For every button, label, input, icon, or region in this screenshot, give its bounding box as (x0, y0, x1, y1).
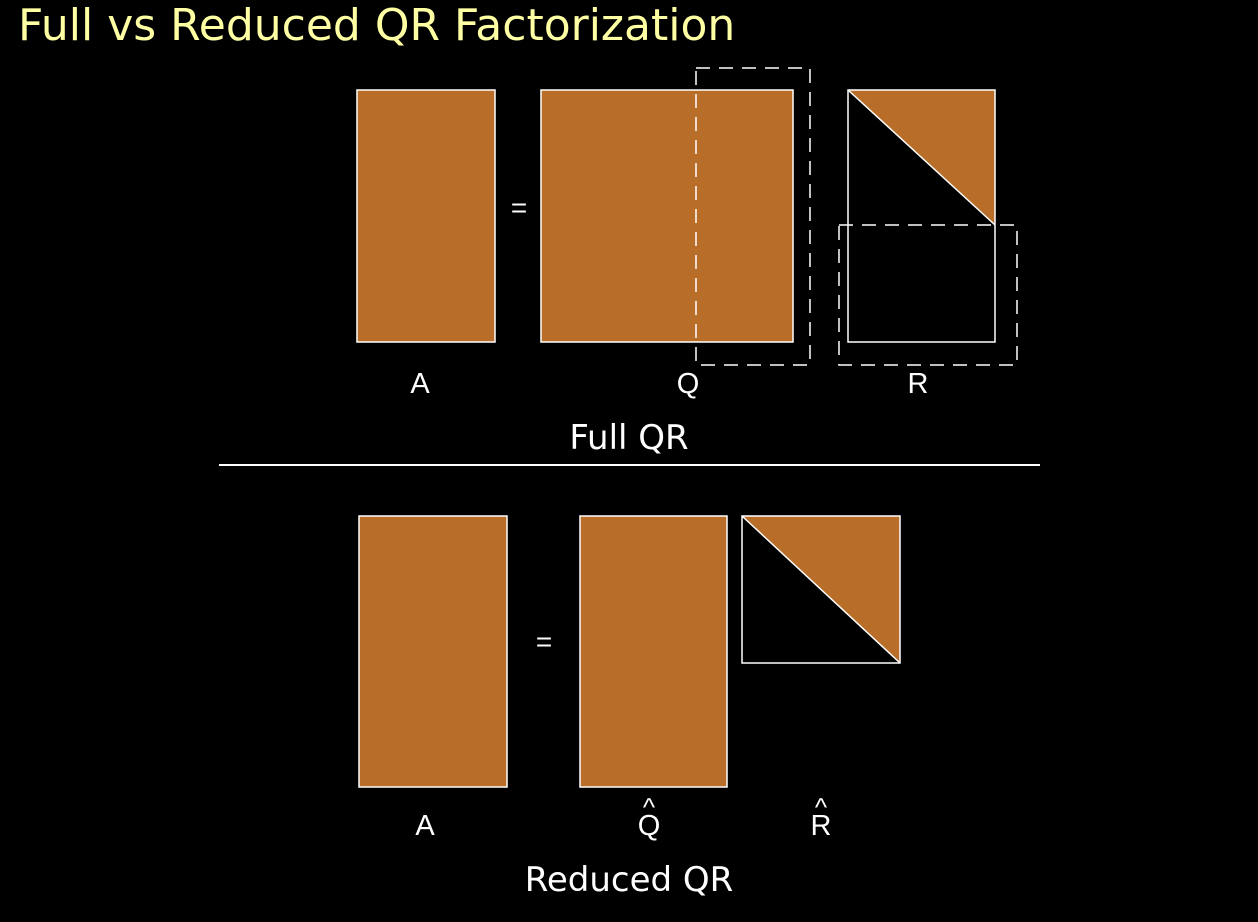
full-equals-sign: = (510, 192, 528, 223)
r-hat-accent: ^ (814, 792, 828, 822)
reduced-matrix-q-hat (579, 515, 728, 788)
full-r-zero-rows-dashed (838, 224, 1018, 366)
full-matrix-q (540, 89, 794, 343)
reduced-equals-sign: = (535, 626, 553, 657)
full-qr-caption: Full QR (569, 418, 689, 458)
full-matrix-r (847, 89, 996, 343)
reduced-label-r-hat: R (810, 810, 832, 842)
full-label-r: R (907, 368, 929, 400)
reduced-qr-caption: Reduced QR (524, 860, 734, 900)
full-label-q: Q (676, 368, 700, 400)
full-r-diagonal (847, 89, 996, 226)
full-matrix-a (356, 89, 496, 343)
reduced-label-a: A (415, 810, 435, 842)
reduced-matrix-r-hat (741, 515, 901, 664)
q-hat-accent: ^ (642, 792, 656, 822)
full-label-a: A (410, 368, 430, 400)
full-q-extra-columns-dashed (695, 67, 811, 366)
reduced-r-diagonal (741, 515, 901, 664)
reduced-matrix-a (358, 515, 508, 788)
slide-title: Full vs Reduced QR Factorization (18, 0, 736, 51)
reduced-label-q-hat: Q (637, 810, 661, 842)
